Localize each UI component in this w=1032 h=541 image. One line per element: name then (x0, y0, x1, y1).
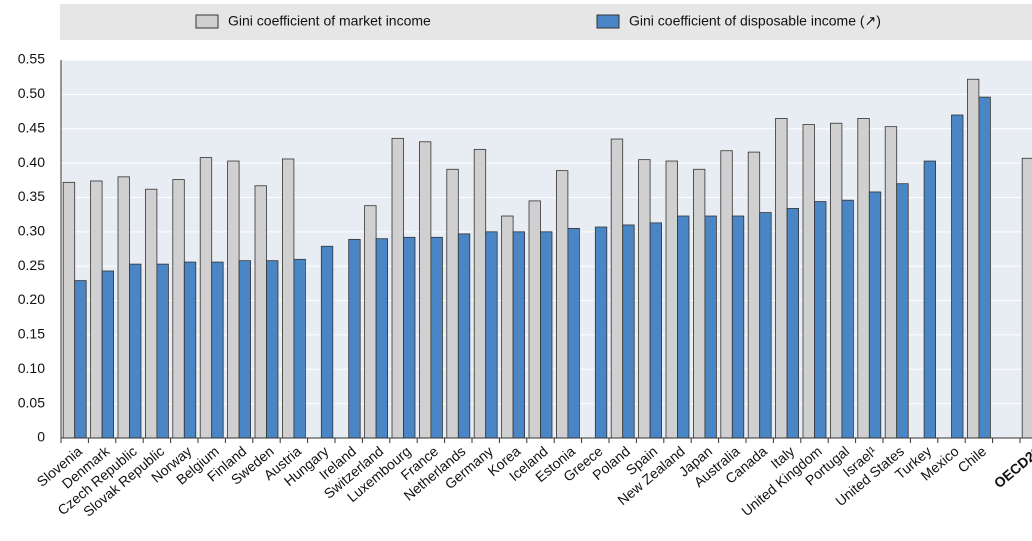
bar (884, 126, 898, 439)
bar (418, 141, 432, 439)
bar (156, 263, 169, 439)
bar (896, 183, 909, 439)
bar (967, 78, 980, 439)
bar (693, 168, 706, 439)
bar (857, 118, 870, 439)
bar (391, 137, 404, 439)
y-tick-label: 0.45 (18, 119, 45, 135)
bar (183, 261, 197, 439)
bar (320, 245, 334, 439)
bar (665, 160, 678, 439)
bar (266, 260, 279, 439)
bar (775, 118, 788, 439)
bar (747, 151, 761, 439)
bar (830, 122, 843, 439)
bar (485, 231, 498, 439)
bar (375, 238, 389, 439)
bar (473, 148, 487, 439)
bar (814, 201, 827, 439)
legend-swatch (596, 14, 620, 29)
bar (457, 233, 471, 439)
x-tick-label: Chile (954, 443, 989, 476)
bar (144, 188, 158, 439)
bar (281, 158, 295, 439)
y-tick-label: 0.30 (18, 223, 45, 239)
bar (90, 180, 103, 439)
bar (446, 168, 459, 439)
y-tick-label: 0.15 (18, 326, 45, 342)
bar (512, 231, 525, 439)
bar (868, 191, 882, 439)
bar (293, 258, 306, 439)
bar (172, 179, 185, 439)
y-tick-label: 0.10 (18, 360, 45, 376)
bar (567, 227, 580, 439)
bar (430, 236, 443, 439)
bar (786, 208, 799, 439)
bar (704, 215, 717, 439)
y-tick-label: 0.05 (18, 394, 45, 410)
y-tick-label: 0 (37, 429, 45, 445)
bar (802, 124, 815, 439)
bar (677, 215, 690, 439)
bar (556, 170, 569, 439)
y-tick-label: 0.50 (18, 85, 45, 101)
bar (62, 181, 76, 439)
legend-swatch (195, 14, 219, 29)
y-tick-label: 0.40 (18, 154, 45, 170)
bar (101, 270, 114, 439)
legend-band (60, 4, 1032, 40)
bar (594, 226, 608, 439)
bar (238, 260, 252, 439)
y-tick-label: 0.20 (18, 291, 45, 307)
bar (759, 212, 772, 439)
bar (199, 157, 213, 439)
bar (951, 114, 964, 439)
legend-label: Gini coefficient of market income (228, 13, 431, 29)
bar (74, 280, 87, 439)
bar (501, 215, 514, 439)
bar (364, 205, 377, 439)
bar (649, 222, 662, 439)
bar (254, 185, 267, 439)
bar (211, 261, 224, 439)
bar (540, 231, 553, 439)
bar (348, 238, 361, 439)
bar (841, 199, 854, 439)
bar (129, 263, 142, 439)
bar (610, 138, 624, 439)
y-tick-label: 0.55 (18, 51, 45, 67)
x-tick-label: OECD29 (991, 443, 1032, 491)
bar (622, 224, 635, 439)
bar (528, 200, 541, 439)
bar (227, 160, 240, 439)
bar (638, 159, 651, 439)
bar (403, 236, 416, 439)
bar (117, 176, 130, 439)
y-tick-label: 0.25 (18, 257, 45, 273)
bar (923, 160, 936, 439)
bar (978, 96, 991, 439)
y-tick-label: 0.35 (18, 188, 45, 204)
bar (720, 150, 733, 439)
bar (731, 215, 745, 439)
legend-label: Gini coefficient of disposable income (↗… (629, 13, 881, 29)
bar (1021, 157, 1032, 439)
